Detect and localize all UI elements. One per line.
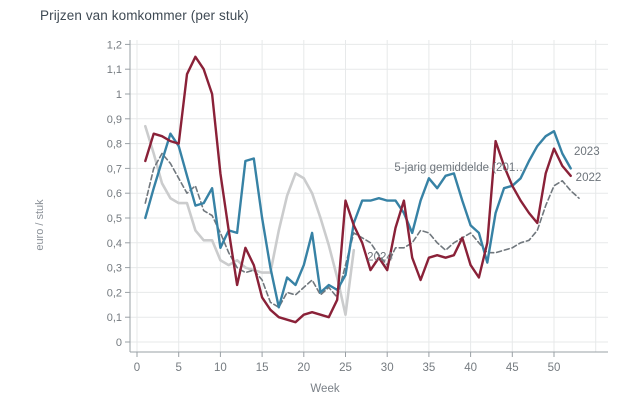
series-label-2024: 2024 [367,251,393,263]
x-tick-label: 25 [339,362,352,374]
y-tick-label: 0,2 [107,287,122,299]
x-tick-label: 30 [381,362,394,374]
x-tick-label: 15 [256,362,269,374]
x-tick-label: 35 [423,362,436,374]
y-tick-label: 0,1 [107,312,122,324]
y-tick-label: 1,1 [107,64,122,76]
y-tick-label: 0,3 [107,263,122,275]
series-line-5jariggemidd [144,152,580,309]
x-tick-label: 0 [134,362,140,374]
x-tick-label: 40 [464,362,477,374]
y-tick-label: 0,8 [107,139,122,151]
y-tick-label: 0,7 [107,163,122,175]
y-tick-label: 1 [116,89,122,101]
series-line-2022 [144,55,572,324]
y-tick-label: 0,5 [107,213,122,225]
y-tick-label: 0,6 [107,188,122,200]
series-label-2022: 2022 [576,172,602,184]
x-axis-title: Week [310,383,340,395]
x-tick-label: 20 [297,362,310,374]
y-tick-label: 0,9 [107,114,122,126]
series-line-2024 [144,124,356,316]
series-label-2023: 2023 [574,146,600,158]
y-tick-label: 0 [116,337,122,349]
x-tick-label: 5 [175,362,181,374]
series-label-5yr: 5-jarig gemiddelde (201… [394,162,526,174]
y-tick-label: 0,4 [107,238,122,250]
y-tick-label: 1,2 [107,39,122,51]
series-line-2023 [144,130,572,309]
chart-title: Prijzen van komkommer (per stuk) [40,8,249,23]
x-tick-label: 10 [214,362,227,374]
x-tick-label: 50 [548,362,561,374]
x-tick-label: 45 [506,362,519,374]
